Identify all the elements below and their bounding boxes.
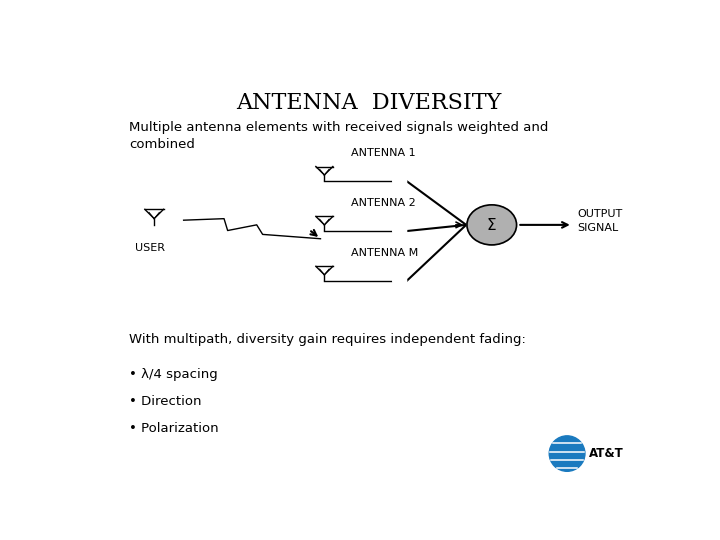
- Text: ANTENNA M: ANTENNA M: [351, 248, 419, 258]
- Text: • λ/4 spacing: • λ/4 spacing: [129, 368, 218, 381]
- Circle shape: [549, 436, 585, 471]
- Text: • Direction: • Direction: [129, 395, 202, 408]
- Text: Multiple antenna elements with received signals weighted and
combined: Multiple antenna elements with received …: [129, 121, 549, 151]
- Text: ANTENNA 2: ANTENNA 2: [351, 198, 416, 208]
- Text: ANTENNA  DIVERSITY: ANTENNA DIVERSITY: [236, 92, 502, 114]
- Ellipse shape: [467, 205, 516, 245]
- Text: OUTPUT
SIGNAL: OUTPUT SIGNAL: [577, 210, 623, 233]
- Text: AT&T: AT&T: [589, 447, 624, 460]
- Text: • Polarization: • Polarization: [129, 422, 219, 435]
- Circle shape: [392, 174, 407, 188]
- Text: ANTENNA 1: ANTENNA 1: [351, 148, 416, 158]
- Circle shape: [392, 274, 407, 288]
- Circle shape: [392, 224, 407, 238]
- Text: USER: USER: [135, 244, 166, 253]
- Text: With multipath, diversity gain requires independent fading:: With multipath, diversity gain requires …: [129, 333, 526, 346]
- Text: $\Sigma$: $\Sigma$: [487, 217, 497, 233]
